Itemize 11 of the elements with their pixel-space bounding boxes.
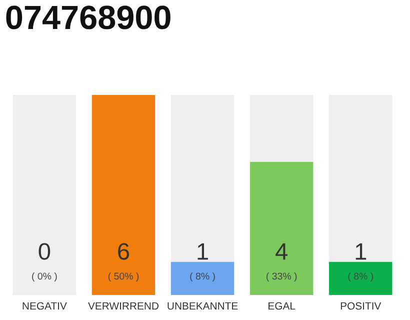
data-label: 1 ( 8% )	[348, 243, 373, 282]
x-tick-label: NEGATIV	[22, 302, 67, 310]
data-label: 0 ( 0% )	[32, 243, 57, 282]
x-tick-label: UNBEKANNTE	[168, 302, 238, 310]
data-label: 4 ( 33% )	[266, 243, 297, 282]
data-label: 1 ( 8% )	[190, 243, 215, 282]
chart-title: 074768900	[6, 6, 170, 30]
x-tick-label: EGAL	[268, 302, 296, 310]
x-tick-label: POSITIV	[340, 302, 382, 310]
x-tick-label: VERWIRREND	[88, 302, 158, 310]
data-label: 6 ( 50% )	[108, 243, 139, 282]
